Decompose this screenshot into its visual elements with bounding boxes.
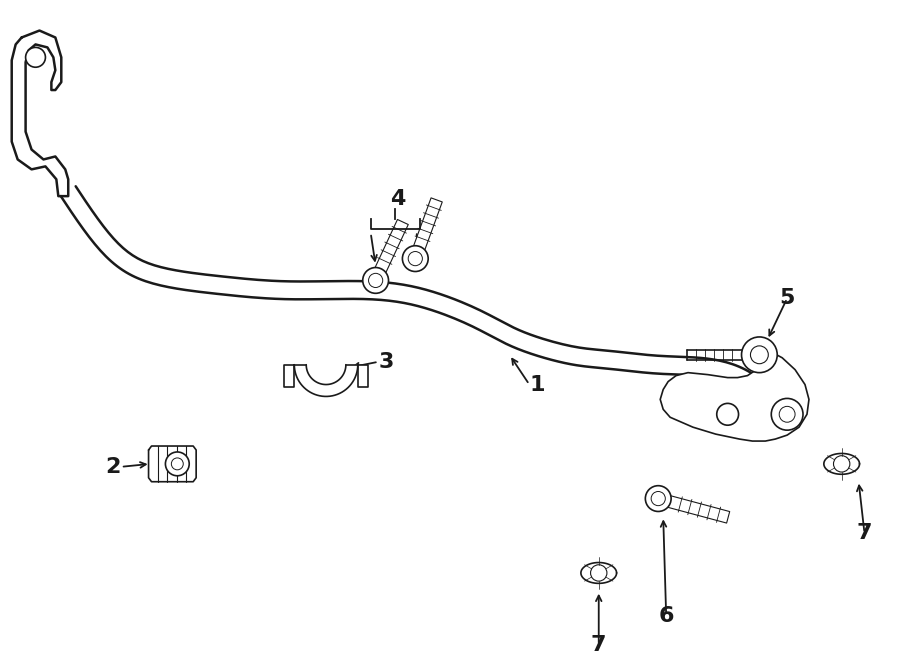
Text: 6: 6 (659, 605, 674, 625)
Polygon shape (370, 219, 409, 283)
Polygon shape (284, 365, 294, 387)
Text: 3: 3 (379, 352, 394, 371)
Text: 7: 7 (591, 635, 607, 655)
Text: 5: 5 (779, 288, 795, 308)
Polygon shape (358, 365, 368, 387)
Circle shape (716, 403, 739, 425)
Polygon shape (824, 453, 859, 475)
Text: 4: 4 (390, 189, 405, 209)
Polygon shape (661, 348, 809, 441)
Polygon shape (657, 493, 730, 523)
Polygon shape (294, 365, 358, 397)
Circle shape (402, 246, 428, 272)
Circle shape (363, 268, 389, 293)
Circle shape (368, 274, 382, 288)
Circle shape (645, 486, 671, 512)
Circle shape (742, 337, 778, 373)
Circle shape (171, 458, 184, 470)
Circle shape (166, 452, 189, 476)
Polygon shape (580, 563, 616, 584)
Text: 7: 7 (857, 524, 872, 543)
Circle shape (751, 346, 769, 364)
Circle shape (771, 399, 803, 430)
Circle shape (590, 564, 607, 581)
Circle shape (651, 492, 665, 506)
Text: 2: 2 (105, 457, 121, 477)
Polygon shape (12, 30, 68, 196)
Text: 1: 1 (529, 375, 544, 395)
Polygon shape (148, 446, 196, 482)
Circle shape (409, 252, 422, 266)
Polygon shape (61, 186, 758, 392)
Polygon shape (410, 198, 442, 260)
Circle shape (779, 407, 795, 422)
Circle shape (833, 455, 850, 472)
Circle shape (25, 48, 45, 67)
